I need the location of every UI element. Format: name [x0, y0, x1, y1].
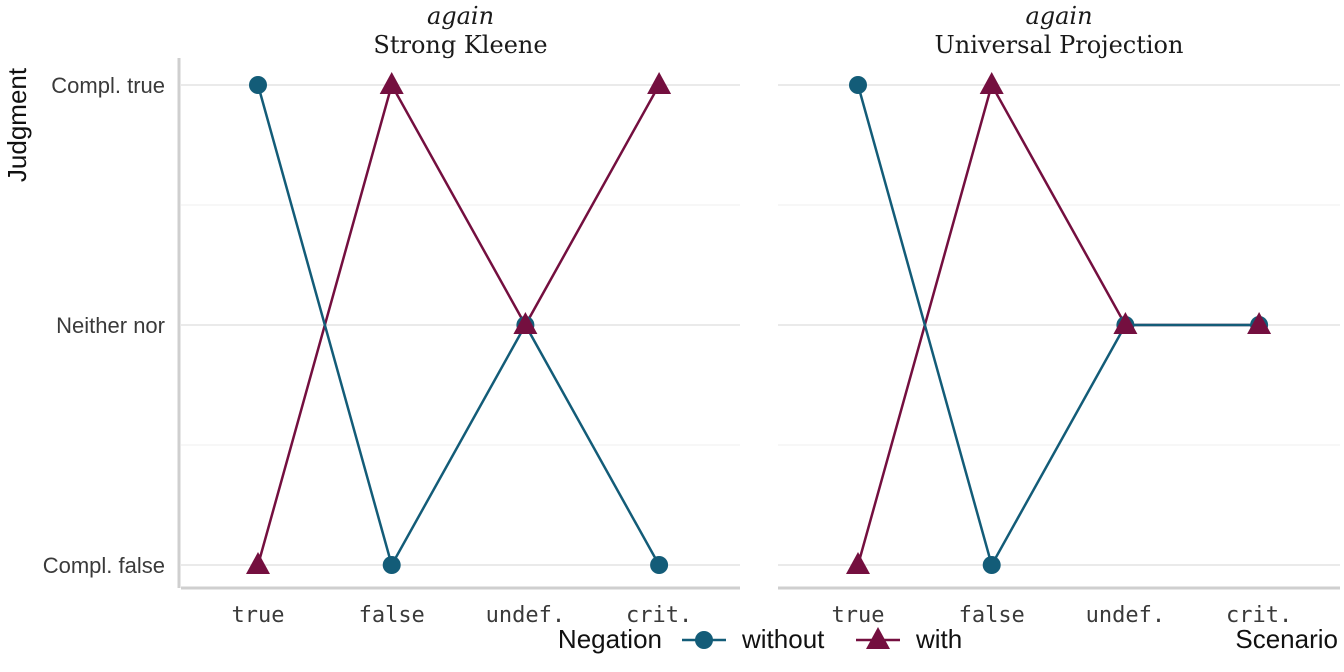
point-without — [382, 556, 401, 574]
y-tick-label: Compl. true — [51, 73, 165, 98]
x-tick-label: true — [832, 603, 885, 628]
legend: Negation without with — [558, 624, 962, 654]
x-tick-label: undef. — [486, 603, 565, 628]
legend-item-with: with — [856, 624, 962, 654]
panel-title: Strong Kleene — [373, 31, 547, 59]
point-with — [1113, 312, 1138, 334]
point-with — [979, 72, 1004, 94]
panel-facet-label: again — [1025, 2, 1092, 30]
legend-circle-marker — [695, 631, 713, 649]
series-line-without — [856, 84, 1260, 569]
point-without — [849, 76, 867, 94]
point-without — [650, 556, 669, 574]
y-tick-label: Neither nor — [56, 313, 165, 338]
x-axis-title: Scenario — [1235, 624, 1338, 654]
panel-facet-label: again — [427, 2, 494, 30]
panel-title: Universal Projection — [935, 31, 1184, 59]
legend-title: Negation — [558, 624, 662, 654]
point-with — [513, 312, 538, 334]
y-axis-title: Judgment — [2, 67, 32, 182]
x-tick-label: crit. — [626, 603, 692, 628]
point-without — [982, 556, 1001, 574]
x-tick-label: crit. — [1226, 603, 1292, 628]
y-tick-label: Compl. false — [43, 553, 165, 578]
point-with — [1247, 312, 1272, 334]
legend-label: with — [915, 624, 962, 654]
legend-triangle-marker — [866, 627, 890, 649]
point-with — [846, 552, 870, 574]
legend-label: without — [741, 624, 825, 654]
series-line-without — [256, 84, 661, 569]
point-with — [379, 72, 404, 94]
point-with — [246, 552, 270, 574]
x-tick-label: false — [359, 603, 425, 628]
point-without — [249, 76, 267, 94]
x-tick-label: true — [232, 603, 285, 628]
x-tick-label: false — [959, 603, 1025, 628]
x-tick-label: undef. — [1086, 603, 1165, 628]
point-with — [647, 72, 672, 94]
legend-item-without: without — [682, 624, 825, 654]
